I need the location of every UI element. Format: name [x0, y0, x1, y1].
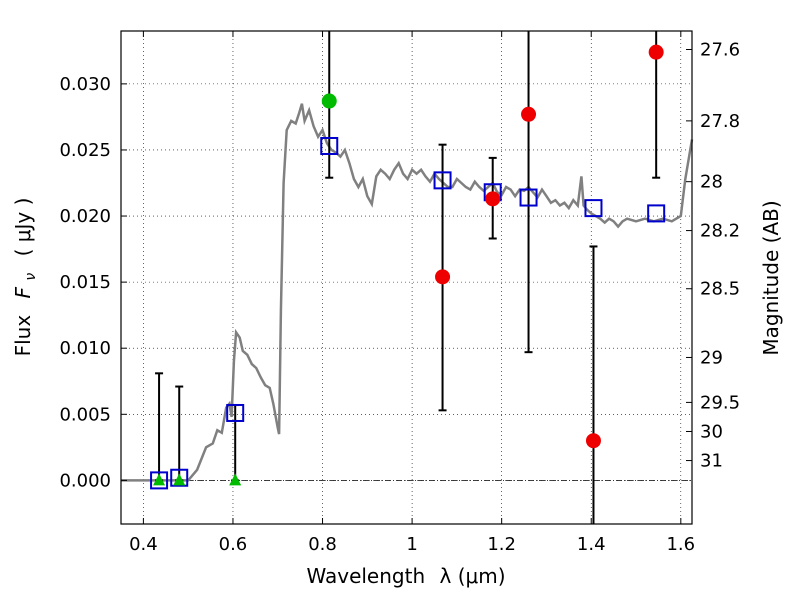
x-tick-label: 1.2 — [487, 534, 516, 555]
x-tick-label: 1.4 — [577, 534, 606, 555]
x-tick-label: 0.8 — [308, 534, 337, 555]
detection-point — [435, 269, 451, 285]
detection-point — [648, 44, 664, 60]
x-tick-label: 0.6 — [219, 534, 248, 555]
y2-tick-label: 27.8 — [700, 111, 740, 132]
y-tick-label: 0.030 — [59, 74, 111, 95]
y-axis-ticks: 0.000 0.005 0.010 0.015 0.020 0.025 0.030 — [59, 74, 127, 491]
plot-background — [121, 31, 692, 524]
model-photometry-square — [150, 471, 169, 490]
y-axis-label-text: Flux — [11, 315, 35, 357]
x-axis-label-text: Wavelength — [306, 564, 425, 588]
x-tick-label: 1.6 — [666, 534, 695, 555]
detection-point — [585, 433, 601, 449]
y2-tick-label: 28.2 — [700, 221, 740, 242]
y-tick-label: 0.025 — [59, 140, 111, 161]
model-photometry-square — [433, 171, 452, 190]
x-tick-label: 1 — [406, 534, 417, 555]
green-detection-point — [321, 93, 337, 109]
y-axis-label-sub: ν — [23, 273, 39, 281]
model-photometry-square — [647, 204, 666, 223]
y2-tick-label: 29 — [700, 347, 723, 368]
x-axis-ticks: 0.4 0.6 0.8 1 1.2 1.4 1.6 — [129, 31, 695, 555]
y-axis-label: Flux F ν ( μJy ) — [11, 198, 40, 357]
y-tick-label: 0.015 — [59, 272, 111, 293]
upper-limit-triangle — [173, 473, 186, 486]
y2-tick-label: 31 — [700, 451, 723, 472]
y2-tick-label: 29.5 — [700, 392, 740, 413]
y2-tick-label: 30 — [700, 421, 723, 442]
y2-axis-ticks: 27.6 27.8 28 28.2 28.5 29 29.5 30 31 — [686, 40, 740, 472]
y2-tick-label: 27.6 — [700, 40, 740, 61]
detection-point — [521, 106, 537, 122]
model-photometry-square — [320, 136, 339, 155]
x-axis-label: Wavelength λ (μm) — [306, 564, 505, 588]
plot-frame — [120, 30, 693, 525]
y-tick-label: 0.020 — [59, 206, 111, 227]
x-tick-label: 0.4 — [129, 534, 158, 555]
model-sed-line — [121, 103, 694, 482]
y2-axis-label: Magnitude (AB) — [759, 200, 783, 355]
y-tick-label: 0.005 — [59, 404, 111, 425]
model-photometry-square — [519, 188, 538, 207]
y2-tick-label: 28 — [700, 172, 723, 193]
model-photometry-square — [584, 199, 603, 218]
detection-point — [485, 191, 501, 207]
y2-tick-label: 28.5 — [700, 279, 740, 300]
upper-limit-triangle — [229, 473, 242, 486]
y-axis-label-units: ( μJy ) — [11, 198, 35, 257]
upper-limit-triangle — [153, 473, 166, 486]
data-markers — [150, 44, 666, 490]
y-tick-label: 0.010 — [59, 338, 111, 359]
y-axis-label-math: F — [11, 286, 35, 298]
model-photometry-square — [226, 403, 245, 422]
x-axis-label-math: λ (μm) — [440, 564, 506, 588]
y-tick-label: 0.000 — [59, 470, 111, 491]
model-photometry-square — [170, 468, 189, 487]
